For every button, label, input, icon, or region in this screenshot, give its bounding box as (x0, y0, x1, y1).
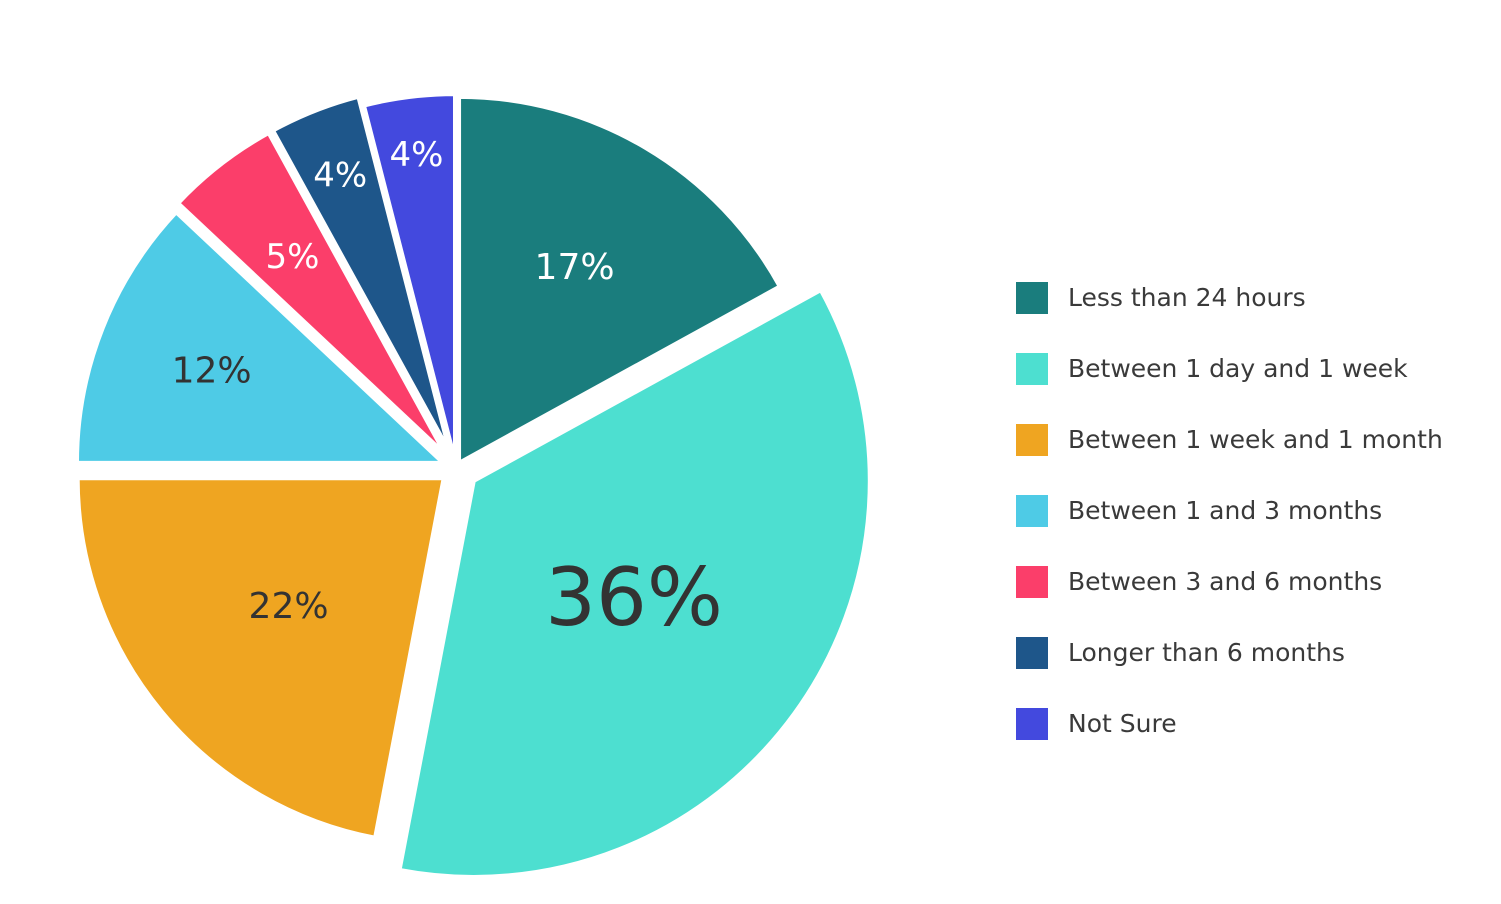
pie-slice-not-sure (361, 92, 457, 463)
legend-item-longer-than-6-months: Longer than 6 months (1016, 617, 1486, 688)
legend-swatch (1016, 707, 1048, 740)
pie-slice-between-1-and-3-months (74, 210, 445, 465)
pie-value-label-not-sure: 4% (389, 135, 443, 175)
pie-value-label-between-3-and-6-months: 5% (265, 237, 319, 277)
legend-label: Not Sure (1068, 709, 1177, 738)
legend-item-not-sure: Not Sure (1016, 688, 1486, 759)
legend-swatch (1016, 565, 1048, 598)
pie-slice-between-1-week-and-1-month (75, 476, 446, 840)
legend-label: Between 1 week and 1 month (1068, 425, 1443, 454)
legend-label: Longer than 6 months (1068, 638, 1345, 667)
legend-label: Less than 24 hours (1068, 283, 1306, 312)
pie-value-label-between-1-week-and-1-month: 22% (249, 586, 329, 627)
legend-item-between-1-and-3-months: Between 1 and 3 months (1016, 475, 1486, 546)
legend-swatch (1016, 494, 1048, 527)
legend-item-less-than-24-hours: Less than 24 hours (1016, 262, 1486, 333)
pie-value-label-between-1-day-and-1-week: 36% (545, 551, 723, 644)
pie-value-label-between-1-and-3-months: 12% (172, 351, 252, 392)
pie-value-label-less-than-24-hours: 17% (535, 247, 615, 288)
pie-value-labels: 17% 36% 22% 12% 5% 4% 4% (172, 135, 723, 644)
legend-item-between-1-day-and-1-week: Between 1 day and 1 week (1016, 333, 1486, 404)
legend-label: Between 3 and 6 months (1068, 567, 1383, 596)
legend-swatch (1016, 636, 1048, 669)
legend-label: Between 1 and 3 months (1068, 496, 1383, 525)
legend-item-between-1-week-and-1-month: Between 1 week and 1 month (1016, 404, 1486, 475)
legend-swatch (1016, 423, 1048, 456)
legend-swatch (1016, 352, 1048, 385)
pie-slice-between-1-day-and-1-week (397, 288, 872, 879)
pie-value-label-longer-than-6-months: 4% (313, 156, 367, 196)
pie-slices (74, 92, 872, 879)
legend-item-between-3-and-6-months: Between 3 and 6 months (1016, 546, 1486, 617)
pie-slice-less-than-24-hours (457, 94, 782, 465)
pie-slice-between-3-and-6-months (176, 131, 447, 456)
pie-slice-longer-than-6-months (271, 94, 452, 454)
legend-swatch (1016, 281, 1048, 314)
legend-label: Between 1 day and 1 week (1068, 354, 1408, 383)
legend: Less than 24 hours Between 1 day and 1 we… (1016, 262, 1486, 759)
